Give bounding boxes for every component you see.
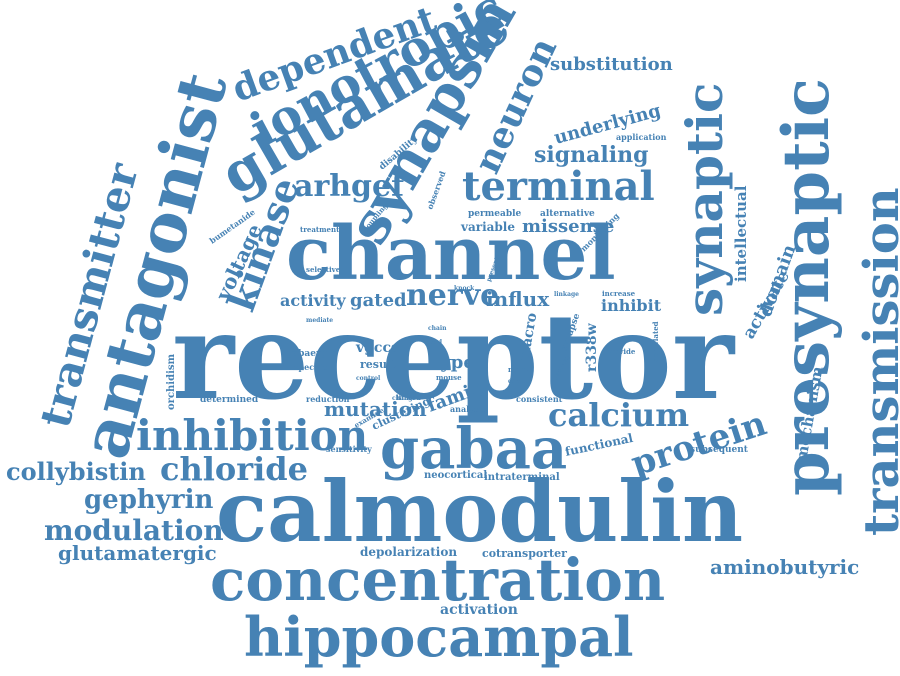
word-mediate: mediate: [306, 317, 333, 324]
word-inhibit: inhibit: [601, 296, 662, 315]
word-r338w: r338w: [584, 322, 600, 372]
word-direct: direct: [508, 378, 528, 385]
word-correlated: correlated: [651, 321, 660, 362]
word-intraterminal: intraterminal: [484, 472, 560, 483]
word-functional: functional: [564, 431, 635, 459]
word-neocortical: neocortical: [424, 470, 487, 481]
word-activation: activation: [440, 602, 518, 618]
word-hippocampal: hippocampal: [244, 605, 634, 669]
word-consistent: consistent: [516, 394, 563, 404]
word-influx: influx: [486, 287, 550, 311]
word-calcium: calcium: [548, 396, 689, 434]
word-variable: variable: [460, 220, 515, 234]
word-gated: gated: [350, 290, 407, 311]
word-intellectual: intellectual: [732, 185, 750, 282]
word-chain: chain: [428, 325, 447, 332]
word-activity: activity: [280, 291, 346, 310]
word-many: many: [508, 365, 530, 374]
word-collybistin: collybistin: [6, 457, 146, 486]
word-bead: bead: [426, 339, 443, 346]
word-chloride: chloride: [160, 450, 308, 488]
word-aminobutyric: aminobutyric: [710, 555, 859, 579]
word-receptor: receptor: [172, 287, 736, 426]
word-cotransporter: cotransporter: [482, 547, 567, 560]
word-inhibition: inhibition: [136, 411, 368, 460]
word-nerve: nerve: [406, 278, 499, 313]
word-orchidism: orchidism: [166, 353, 177, 410]
word-permeable: permeable: [468, 209, 522, 219]
word-control: control: [356, 375, 381, 382]
word-linked: linked: [396, 393, 421, 402]
word-alternative: alternative: [540, 209, 595, 219]
word-analysis: analysis: [450, 404, 486, 414]
word-mutation: mutation: [324, 397, 427, 421]
word-modulation: modulation: [44, 514, 224, 547]
word-determined: determined: [200, 395, 259, 405]
word-application: application: [616, 132, 667, 142]
word-missense: missense: [522, 216, 614, 237]
word-depolarization: depolarization: [360, 545, 457, 559]
word-signaling: signaling: [534, 142, 648, 168]
word-synaptic: synaptic: [675, 83, 734, 316]
word-subsequent: subsequent: [690, 445, 749, 455]
word-treatment: treatment: [300, 225, 340, 234]
word-channel: channel: [286, 211, 616, 297]
word-type: type: [432, 352, 475, 373]
word-gephyrin: gephyrin: [84, 485, 213, 515]
word-presynaptic: presynaptic: [769, 78, 844, 496]
word-selective: selective: [306, 265, 341, 274]
word-mouse: mouse: [436, 373, 462, 382]
word-reduction: reduction: [306, 394, 350, 404]
word-glutamatergic: glutamatergic: [58, 541, 217, 565]
word-calmodulin: calmodulin: [216, 462, 743, 561]
word-increase: increase: [602, 289, 636, 298]
word-gabaa: gabaa: [380, 416, 567, 482]
word-substitution: substitution: [550, 54, 673, 75]
word-provide: provide: [606, 347, 636, 356]
word-terminal: terminal: [462, 163, 655, 210]
word-result: result: [360, 358, 397, 371]
word-sensitivity: sensitivity: [326, 444, 372, 454]
word-arhgef: arhgef: [294, 169, 406, 204]
word-transmission: transmission: [854, 187, 900, 536]
word-linkage: linkage: [554, 291, 579, 298]
word-concentration: concentration: [210, 546, 665, 614]
word-specific: specific: [294, 362, 328, 372]
word-change: change: [392, 395, 416, 402]
word-knock: knock: [454, 285, 475, 292]
word-vgccs: vgccs: [355, 340, 399, 356]
word-gabaergic: gabaergic: [286, 349, 336, 359]
